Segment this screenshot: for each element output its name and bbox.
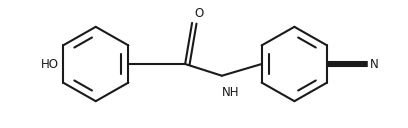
Text: N: N: [370, 57, 379, 71]
Text: O: O: [194, 7, 203, 20]
Text: HO: HO: [41, 57, 59, 71]
Text: NH: NH: [222, 86, 239, 99]
